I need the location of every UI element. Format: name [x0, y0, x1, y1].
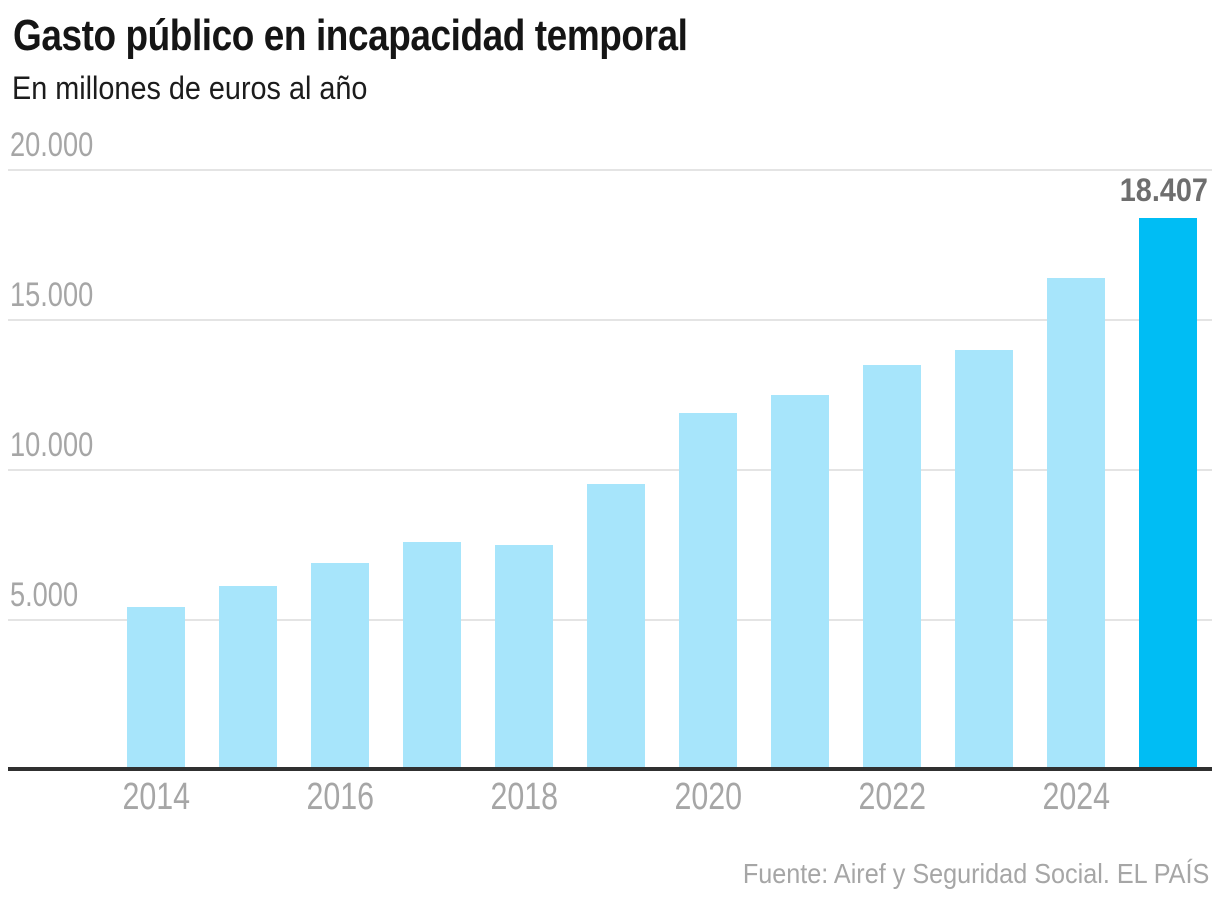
chart-subtitle: En millones de euros al año	[12, 70, 368, 106]
highlight-value-text: 18.407	[1119, 172, 1208, 208]
bar-2016	[311, 563, 369, 770]
gridline-15.000	[8, 319, 1212, 321]
bar-2017	[403, 542, 461, 770]
x-axis-tick-label-2018: 2018	[424, 778, 624, 816]
x-tick-text: 2022	[858, 776, 926, 818]
gridline-20.000	[8, 169, 1212, 171]
source-credit: Fuente: Airef y Seguridad Social. EL PAÍ…	[742, 858, 1209, 889]
y-axis-tick-label-20.000: 20.000	[10, 128, 114, 162]
x-axis-tick-label-2024: 2024	[976, 778, 1176, 816]
bar-2014	[127, 606, 185, 770]
bar-2021	[771, 395, 829, 770]
gridline-10.000	[8, 469, 1212, 471]
y-tick-text: 20.000	[10, 125, 94, 164]
x-tick-text: 2020	[674, 776, 742, 818]
bar-2015	[219, 585, 277, 770]
bar-2022	[863, 365, 921, 770]
bar-2023	[955, 350, 1013, 770]
plot-area: 18.407 20.000 15.000 10.000 5.000 2014 2016 20…	[8, 128, 1212, 816]
x-tick-text: 2014	[122, 776, 190, 818]
y-axis-tick-label-15.000: 15.000	[10, 278, 114, 312]
bar-2025	[1139, 217, 1197, 770]
y-tick-text: 5.000	[10, 575, 79, 614]
bar-2018	[495, 545, 553, 770]
y-tick-text: 15.000	[10, 275, 94, 314]
y-axis-tick-label-10.000: 10.000	[10, 428, 114, 462]
x-tick-text: 2024	[1042, 776, 1110, 818]
x-axis-tick-label-2016: 2016	[240, 778, 440, 816]
x-axis-tick-label-2014: 2014	[56, 778, 256, 816]
bar-2019	[587, 483, 645, 770]
x-axis-tick-label-2022: 2022	[792, 778, 992, 816]
x-axis-tick-label-2020: 2020	[608, 778, 808, 816]
x-tick-text: 2016	[306, 776, 374, 818]
y-tick-text: 10.000	[10, 425, 94, 464]
highlight-value-label: 18.407	[1110, 174, 1208, 206]
y-axis-tick-label-5.000: 5.000	[10, 578, 95, 612]
x-axis-line	[8, 767, 1212, 771]
chart-title: Gasto público en incapacidad temporal	[13, 11, 688, 60]
x-tick-text: 2018	[490, 776, 558, 818]
bar-2020	[679, 413, 737, 770]
bar-2024	[1047, 278, 1105, 770]
